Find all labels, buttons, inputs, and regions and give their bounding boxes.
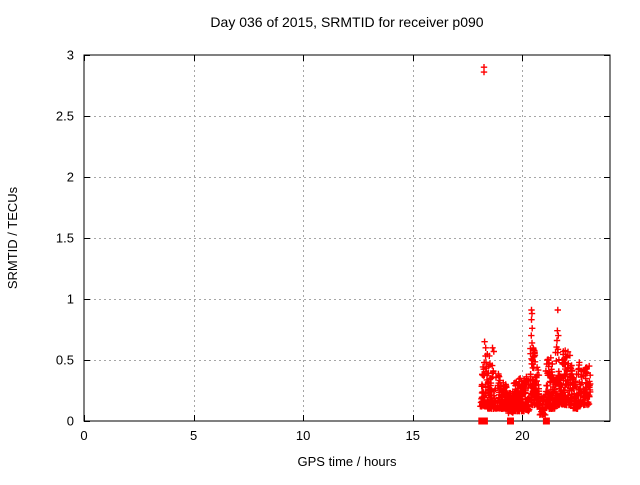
y-tick-label: 0 — [67, 414, 74, 429]
y-tick-labels: 0 0.5 1 1.5 2 2.5 3 — [56, 48, 74, 429]
zero-value-marker — [480, 417, 488, 425]
y-axis-label: SRMTID / TECUs — [5, 186, 20, 289]
x-tick-label: 15 — [406, 428, 420, 443]
outlier-points — [480, 64, 488, 76]
x-axis-label: GPS time / hours — [298, 454, 397, 469]
y-tick-label: 2.5 — [56, 109, 74, 124]
y-tick-label: 0.5 — [56, 353, 74, 368]
x-tick-label: 0 — [80, 428, 87, 443]
y-tick-label: 1 — [67, 292, 74, 307]
zero-line-markers — [478, 417, 550, 425]
y-tick-label: 2 — [67, 170, 74, 185]
zero-value-marker — [507, 417, 514, 425]
x-tick-labels: 0 5 10 15 20 — [80, 428, 529, 443]
zero-value-marker — [542, 417, 550, 425]
x-tick-label: 10 — [296, 428, 310, 443]
scatter-points — [477, 306, 594, 419]
chart-title: Day 036 of 2015, SRMTID for receiver p09… — [210, 14, 483, 30]
gridlines — [84, 55, 610, 421]
x-tick-label: 20 — [515, 428, 529, 443]
y-tick-label: 3 — [67, 48, 74, 63]
plot-border — [83, 54, 611, 422]
y-tick-label: 1.5 — [56, 231, 74, 246]
x-tick-label: 5 — [190, 428, 197, 443]
